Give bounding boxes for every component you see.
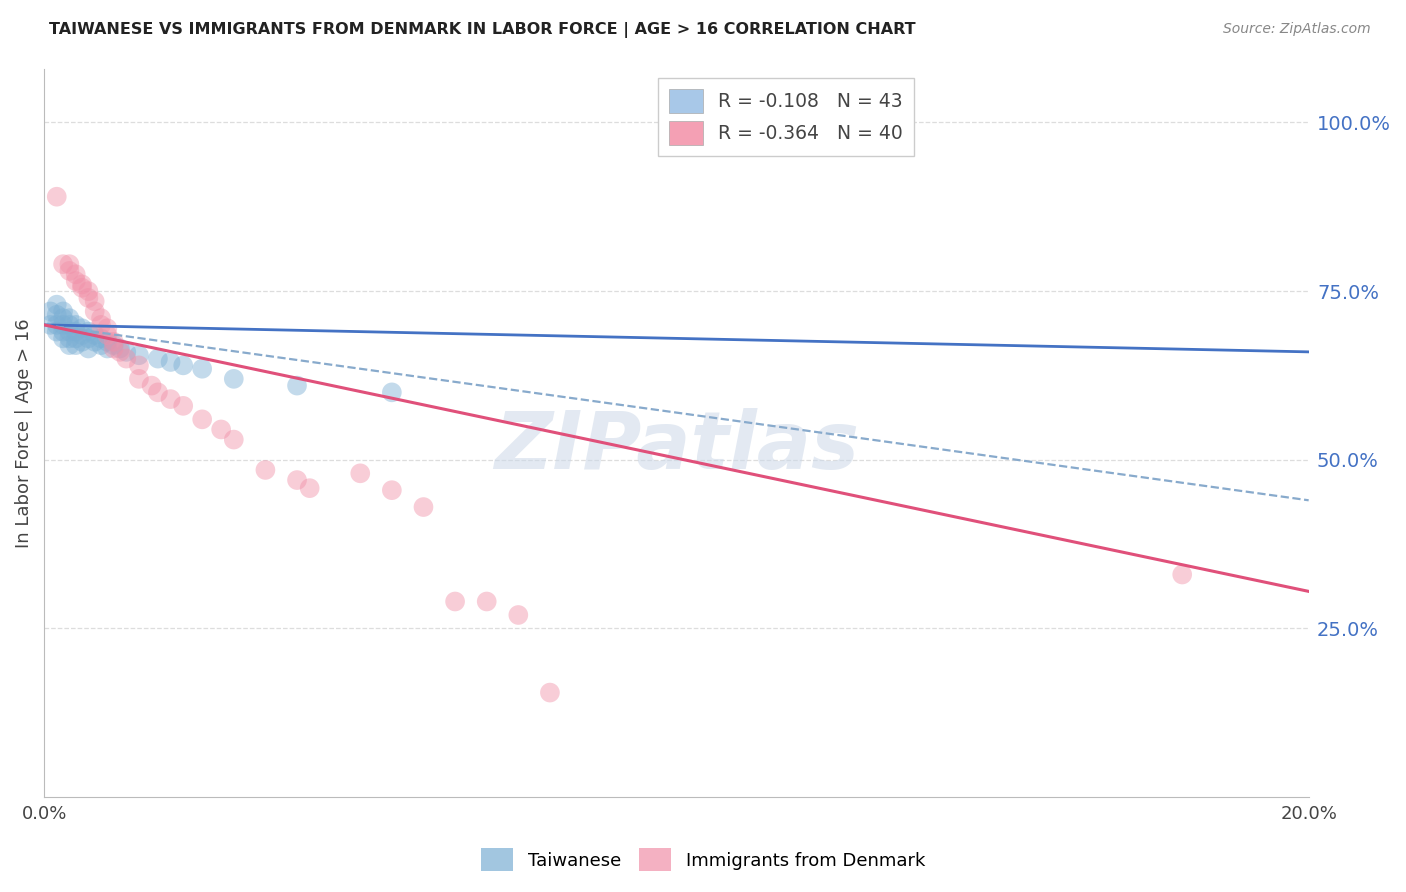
- Point: [191, 361, 214, 376]
- Point: [58, 338, 80, 352]
- Point: [381, 385, 404, 400]
- Point: [444, 594, 467, 608]
- Point: [83, 328, 105, 343]
- Point: [83, 304, 105, 318]
- Text: ZIPatlas: ZIPatlas: [494, 409, 859, 486]
- Point: [96, 328, 118, 343]
- Point: [141, 378, 163, 392]
- Point: [52, 304, 75, 318]
- Point: [172, 359, 194, 373]
- Point: [70, 321, 93, 335]
- Point: [70, 334, 93, 349]
- Point: [58, 264, 80, 278]
- Point: [65, 338, 87, 352]
- Point: [146, 351, 169, 366]
- Point: [65, 318, 87, 332]
- Point: [96, 342, 118, 356]
- Point: [108, 342, 131, 356]
- Point: [77, 342, 100, 356]
- Point: [70, 277, 93, 292]
- Point: [115, 351, 138, 366]
- Point: [115, 344, 138, 359]
- Point: [128, 359, 150, 373]
- Point: [146, 385, 169, 400]
- Point: [45, 318, 67, 332]
- Point: [285, 378, 308, 392]
- Point: [45, 190, 67, 204]
- Point: [128, 372, 150, 386]
- Point: [96, 321, 118, 335]
- Point: [58, 331, 80, 345]
- Point: [52, 318, 75, 332]
- Point: [58, 325, 80, 339]
- Point: [381, 483, 404, 498]
- Point: [77, 325, 100, 339]
- Point: [298, 481, 321, 495]
- Point: [508, 607, 530, 622]
- Point: [58, 318, 80, 332]
- Point: [349, 467, 371, 481]
- Point: [254, 463, 277, 477]
- Point: [45, 298, 67, 312]
- Point: [83, 334, 105, 349]
- Point: [285, 473, 308, 487]
- Point: [538, 685, 561, 699]
- Y-axis label: In Labor Force | Age > 16: In Labor Force | Age > 16: [15, 318, 32, 548]
- Point: [412, 500, 434, 514]
- Point: [103, 334, 125, 349]
- Point: [90, 318, 112, 332]
- Point: [65, 325, 87, 339]
- Point: [65, 267, 87, 281]
- Point: [1171, 567, 1194, 582]
- Point: [45, 325, 67, 339]
- Point: [77, 284, 100, 298]
- Point: [159, 355, 181, 369]
- Point: [172, 399, 194, 413]
- Point: [52, 311, 75, 326]
- Point: [103, 338, 125, 352]
- Text: Source: ZipAtlas.com: Source: ZipAtlas.com: [1223, 22, 1371, 37]
- Point: [103, 342, 125, 356]
- Point: [45, 308, 67, 322]
- Point: [90, 338, 112, 352]
- Legend: R = -0.108   N = 43, R = -0.364   N = 40: R = -0.108 N = 43, R = -0.364 N = 40: [658, 78, 914, 156]
- Legend: Taiwanese, Immigrants from Denmark: Taiwanese, Immigrants from Denmark: [474, 841, 932, 879]
- Point: [58, 311, 80, 326]
- Point: [475, 594, 498, 608]
- Point: [70, 281, 93, 295]
- Point: [39, 318, 62, 332]
- Point: [209, 422, 232, 436]
- Point: [222, 433, 245, 447]
- Point: [159, 392, 181, 406]
- Point: [191, 412, 214, 426]
- Point: [52, 257, 75, 271]
- Point: [39, 304, 62, 318]
- Point: [96, 334, 118, 349]
- Point: [65, 274, 87, 288]
- Point: [90, 311, 112, 326]
- Point: [90, 331, 112, 345]
- Point: [70, 328, 93, 343]
- Point: [65, 331, 87, 345]
- Point: [77, 331, 100, 345]
- Point: [52, 331, 75, 345]
- Point: [58, 257, 80, 271]
- Point: [52, 325, 75, 339]
- Point: [128, 348, 150, 362]
- Point: [222, 372, 245, 386]
- Point: [77, 291, 100, 305]
- Point: [83, 294, 105, 309]
- Text: TAIWANESE VS IMMIGRANTS FROM DENMARK IN LABOR FORCE | AGE > 16 CORRELATION CHART: TAIWANESE VS IMMIGRANTS FROM DENMARK IN …: [49, 22, 915, 38]
- Point: [108, 344, 131, 359]
